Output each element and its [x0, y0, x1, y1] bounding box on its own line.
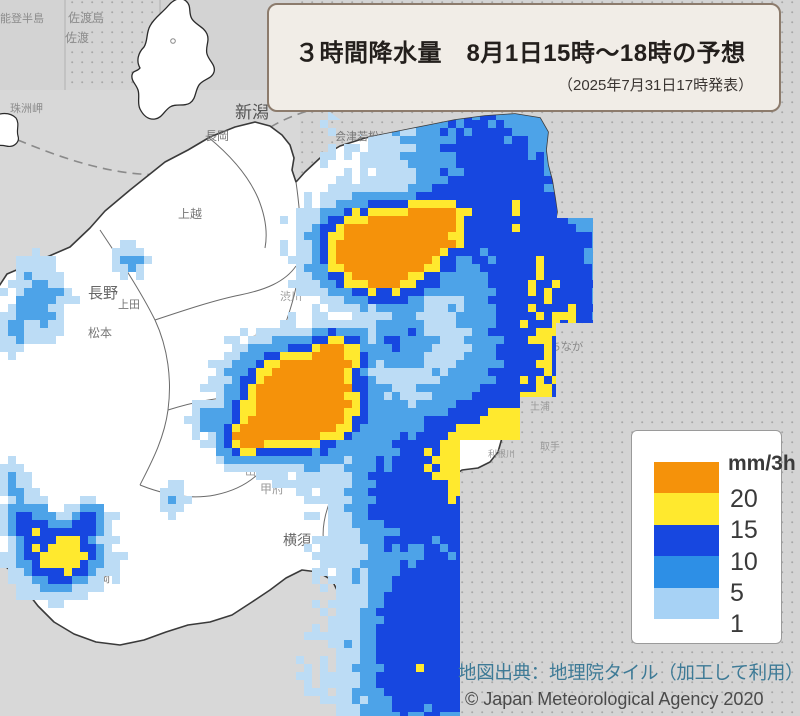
svg-text:松本: 松本	[88, 326, 112, 340]
svg-text:長岡: 長岡	[205, 129, 229, 143]
svg-text:取手: 取手	[540, 440, 560, 453]
svg-text:佐渡島: 佐渡島	[68, 10, 104, 25]
svg-text:上越: 上越	[178, 207, 202, 221]
svg-text:長野: 長野	[88, 285, 118, 302]
svg-text:上田: 上田	[118, 298, 140, 311]
svg-text:珠洲岬: 珠洲岬	[10, 101, 43, 115]
svg-text:佐渡: 佐渡	[65, 30, 89, 45]
svg-text:利根川: 利根川	[488, 448, 515, 459]
svg-text:新潟: 新潟	[235, 103, 269, 122]
svg-text:能登半島: 能登半島	[0, 11, 44, 25]
svg-text:土浦: 土浦	[530, 400, 550, 413]
